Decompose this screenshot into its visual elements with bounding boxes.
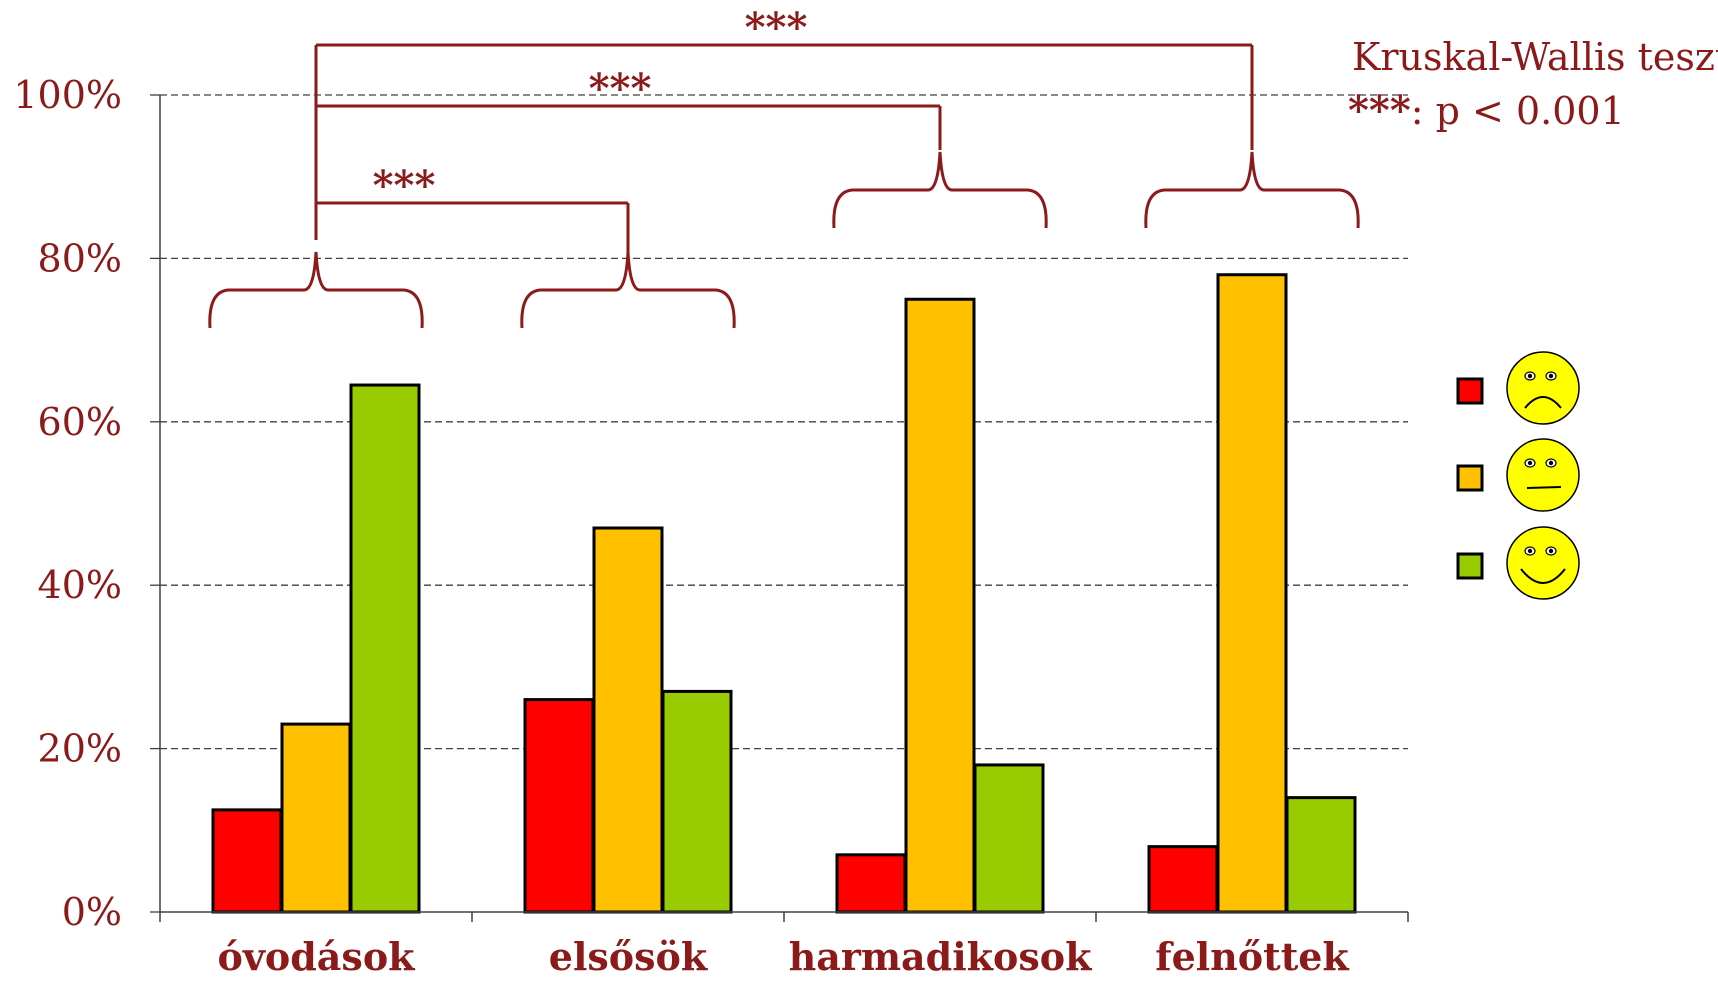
test-name: Kruskal-Wallis teszt (1352, 35, 1718, 79)
p-value-stars: *** (1348, 87, 1411, 134)
sad-face-icon (1506, 351, 1580, 425)
face-outline (1506, 438, 1580, 512)
bar (523, 698, 595, 914)
test-annotation: Kruskal-Wallis teszt ***: p < 0.001 (1348, 35, 1718, 134)
bar (1147, 845, 1219, 914)
group-brace (208, 251, 424, 329)
face-outline (1506, 351, 1580, 425)
x-category-label: elsősök (549, 934, 708, 979)
bar (835, 853, 907, 914)
face-pupil-left (1527, 460, 1533, 466)
face-pupil-right (1548, 460, 1554, 466)
bar (280, 722, 352, 914)
face-pupil-left (1527, 373, 1533, 379)
bar (1216, 273, 1288, 914)
grid-lines (160, 94, 1408, 750)
bar (661, 689, 733, 914)
legend-swatch (1456, 377, 1484, 405)
y-tick-label: 40% (38, 563, 122, 607)
face-pupil-left (1527, 548, 1533, 554)
y-axis-ticks: 0% 20% 40% 60% 80% 100% (13, 73, 160, 934)
significance-label: *** (373, 162, 436, 209)
y-tick-label: 60% (38, 400, 122, 444)
y-tick-label: 0% (62, 890, 122, 934)
significance-label: *** (745, 4, 808, 51)
bar (349, 383, 421, 914)
bar (211, 808, 283, 914)
happy-face-icon (1506, 526, 1580, 600)
face-mouth (1524, 396, 1562, 409)
y-tick-label: 20% (38, 727, 122, 771)
legend-swatch (1456, 552, 1484, 580)
face-pupil-right (1548, 373, 1554, 379)
legend (1456, 351, 1580, 600)
face-mouth (1520, 568, 1566, 584)
bar (1285, 796, 1357, 914)
face-mouth (1526, 486, 1562, 489)
p-value-text: : p < 0.001 (1411, 89, 1625, 133)
x-axis-labels: óvodások elsősök harmadikosok felnőttek (217, 934, 1349, 979)
group-brace (1144, 151, 1360, 229)
neutral-face-icon (1506, 438, 1580, 512)
bar (592, 526, 664, 914)
bars (211, 273, 1357, 914)
face-pupil-right (1548, 548, 1554, 554)
bar (973, 763, 1045, 914)
x-category-label: felnőttek (1155, 934, 1349, 979)
significance-label: *** (589, 65, 652, 112)
x-category-label: harmadikosok (789, 934, 1093, 979)
legend-swatch (1456, 464, 1484, 492)
significance-brackets: *** *** *** (208, 4, 1360, 329)
group-brace (832, 151, 1048, 229)
axes (159, 95, 1409, 922)
y-tick-label: 80% (38, 236, 122, 280)
p-value-note: ***: p < 0.001 (1348, 87, 1625, 134)
y-tick-label: 100% (13, 73, 122, 117)
group-brace (520, 251, 736, 329)
face-outline (1506, 526, 1580, 600)
bar (904, 297, 976, 914)
x-category-label: óvodások (217, 934, 415, 979)
